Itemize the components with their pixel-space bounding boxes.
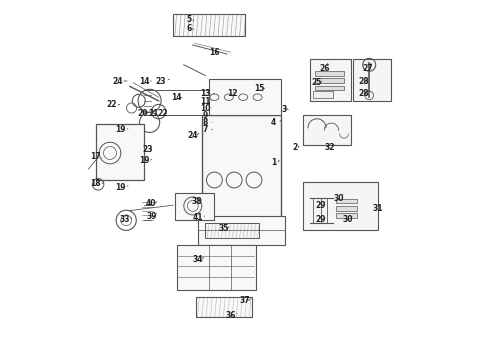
Text: 24: 24 xyxy=(112,77,122,86)
Text: 41: 41 xyxy=(193,213,203,222)
Text: 31: 31 xyxy=(373,204,384,213)
Text: 19: 19 xyxy=(139,156,149,165)
Text: 4: 4 xyxy=(271,118,276,127)
Text: 19: 19 xyxy=(116,125,126,134)
Text: 21: 21 xyxy=(148,109,158,118)
Text: 24: 24 xyxy=(188,131,198,140)
Text: 7: 7 xyxy=(203,125,208,134)
Bar xyxy=(336,213,357,218)
Text: 11: 11 xyxy=(200,97,211,106)
Text: 16: 16 xyxy=(209,48,220,57)
Text: 33: 33 xyxy=(119,215,130,224)
Bar xyxy=(209,79,281,115)
Text: 14: 14 xyxy=(139,77,149,86)
Bar xyxy=(202,115,281,223)
Bar xyxy=(303,182,378,230)
Text: 14: 14 xyxy=(172,93,182,102)
Text: 29: 29 xyxy=(316,215,326,224)
Bar xyxy=(315,86,344,90)
Text: 29: 29 xyxy=(316,201,326,210)
Text: 22: 22 xyxy=(106,100,117,109)
Bar xyxy=(353,59,391,101)
Text: 28: 28 xyxy=(359,89,369,98)
Text: 22: 22 xyxy=(157,109,168,118)
Bar xyxy=(198,216,285,245)
Text: 19: 19 xyxy=(116,183,126,192)
Bar xyxy=(303,115,351,145)
Bar xyxy=(315,78,344,83)
Text: 15: 15 xyxy=(254,84,265,93)
Text: 27: 27 xyxy=(362,64,373,73)
Bar xyxy=(310,59,351,101)
Text: 28: 28 xyxy=(359,77,369,86)
Bar xyxy=(176,245,256,290)
Text: 30: 30 xyxy=(333,194,344,202)
Text: 34: 34 xyxy=(193,255,203,264)
Text: 26: 26 xyxy=(319,64,329,73)
Text: 39: 39 xyxy=(146,212,157,220)
Text: 30: 30 xyxy=(343,215,353,224)
Text: 1: 1 xyxy=(271,158,276,166)
Bar xyxy=(175,193,215,220)
Text: 32: 32 xyxy=(324,143,335,152)
Text: 40: 40 xyxy=(146,199,157,208)
Text: 17: 17 xyxy=(90,152,101,161)
Text: 12: 12 xyxy=(227,89,238,98)
Text: 9: 9 xyxy=(203,111,208,120)
Text: 10: 10 xyxy=(200,104,211,113)
Text: 35: 35 xyxy=(218,224,229,233)
Bar xyxy=(96,124,144,180)
Bar xyxy=(196,297,252,317)
Text: 20: 20 xyxy=(137,109,147,118)
Text: 18: 18 xyxy=(90,179,101,188)
Text: 36: 36 xyxy=(225,310,236,320)
Bar xyxy=(336,206,357,211)
Text: 3: 3 xyxy=(282,105,287,114)
Bar xyxy=(336,199,357,203)
Text: 6: 6 xyxy=(187,24,192,33)
Text: 38: 38 xyxy=(191,197,202,206)
Text: 23: 23 xyxy=(143,145,153,154)
Text: 5: 5 xyxy=(187,15,192,24)
Text: 8: 8 xyxy=(203,118,208,127)
Bar xyxy=(205,223,259,238)
Text: 13: 13 xyxy=(200,89,211,98)
Text: 25: 25 xyxy=(312,78,322,87)
Text: 37: 37 xyxy=(240,296,250,305)
Bar xyxy=(315,71,344,76)
Bar xyxy=(314,91,333,98)
Text: 23: 23 xyxy=(155,77,166,86)
Text: 2: 2 xyxy=(293,143,298,152)
Bar xyxy=(173,14,245,36)
